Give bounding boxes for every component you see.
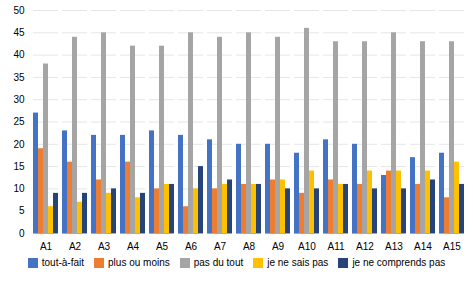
html-text:je ne sais pas: je ne sais pas [267,257,329,268]
svg-text:A11: A11 [327,241,344,252]
svg-text:30: 30 [13,94,25,105]
svg-text:10: 10 [13,183,25,194]
svg-text:50: 50 [13,5,25,16]
svg-text:35: 35 [13,72,25,83]
svg-text:A1: A1 [40,241,53,252]
html-text:je ne comprends pas: je ne comprends pas [352,257,446,268]
svg-text:A14: A14 [414,241,432,252]
svg-text:A15: A15 [443,241,461,252]
svg-text:A4: A4 [127,241,140,252]
svg-text:A12: A12 [356,241,374,252]
svg-text:A9: A9 [272,241,285,252]
html-text:pas du tout: pas du tout [193,257,244,268]
svg-text:A10: A10 [298,241,316,252]
svg-text:A3: A3 [98,241,111,252]
svg-text:20: 20 [13,139,25,150]
svg-text:A2: A2 [69,241,82,252]
svg-text:5: 5 [19,205,25,216]
svg-text:A8: A8 [243,241,256,252]
svg-text:25: 25 [13,116,25,127]
svg-text:A7: A7 [214,241,227,252]
svg-text:A6: A6 [185,241,198,252]
svg-text:15: 15 [13,161,25,172]
svg-text:40: 40 [13,49,25,60]
svg-text:0: 0 [19,228,25,239]
svg-text:A5: A5 [156,241,169,252]
html-text:plus ou moins: plus ou moins [108,257,170,268]
svg-text:A13: A13 [385,241,403,252]
html-text:tout-à-fait: tout-à-fait [41,257,84,268]
svg-text:45: 45 [13,27,25,38]
